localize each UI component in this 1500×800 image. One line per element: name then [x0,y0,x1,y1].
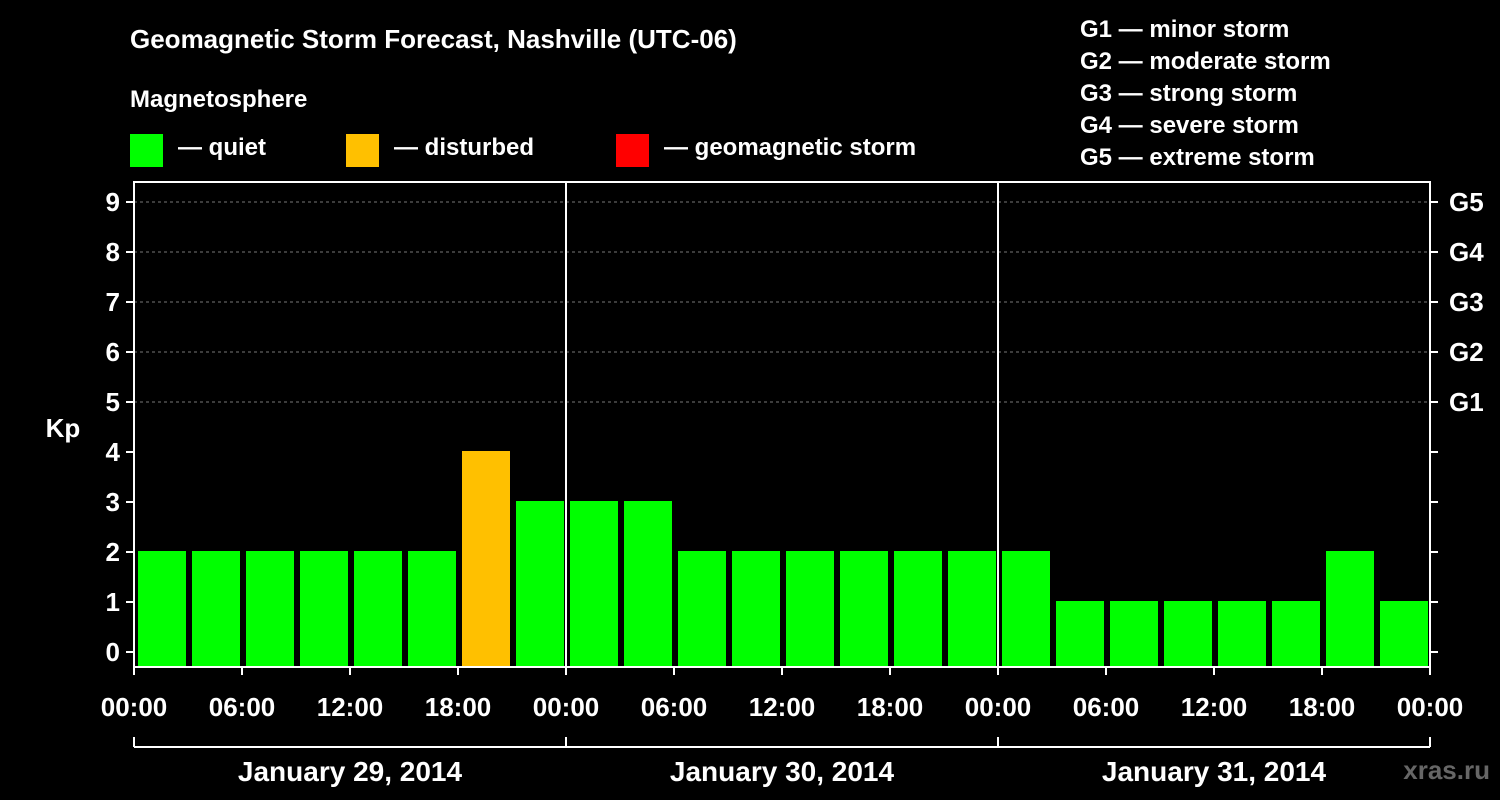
chart-title: Geomagnetic Storm Forecast, Nashville (U… [130,24,737,54]
kp-bar-16 [1002,551,1050,667]
g-legend-g1: G1 — minor storm [1080,16,1290,43]
g-axis-label-g1: G1 [1449,387,1484,417]
x-tick-label-4: 00:00 [533,692,600,722]
y-tick-label-1: 1 [106,587,120,617]
x-tick-label-12: 00:00 [1397,692,1464,722]
kp-bar-8 [570,501,618,667]
g-axis-label-g2: G2 [1449,337,1484,367]
kp-bar-13 [840,551,888,667]
kp-bar-15 [948,551,996,667]
kp-bar-5 [408,551,456,667]
day-label-0: January 29, 2014 [238,756,463,787]
kp-bar-11 [732,551,780,667]
y-tick-label-3: 3 [106,487,120,517]
y-tick-label-0: 0 [106,637,120,667]
g-legend-g4: G4 — severe storm [1080,112,1299,139]
kp-bar-0 [138,551,186,667]
x-tick-label-10: 12:00 [1181,692,1248,722]
kp-bar-3 [300,551,348,667]
g-axis-label-g5: G5 [1449,187,1484,217]
x-tick-label-7: 18:00 [857,692,924,722]
y-axis-label: Kp [46,413,81,443]
legend-swatch-storm [616,134,649,167]
day-label-2: January 31, 2014 [1102,756,1327,787]
y-tick-label-4: 4 [106,437,121,467]
x-tick-label-8: 00:00 [965,692,1032,722]
g-axis-label-g4: G4 [1449,237,1484,267]
y-tick-label-7: 7 [106,287,120,317]
y-tick-label-8: 8 [106,237,120,267]
kp-bar-2 [246,551,294,667]
credit-label: xras.ru [1403,755,1490,785]
kp-bar-12 [786,551,834,667]
x-tick-label-0: 00:00 [101,692,168,722]
x-tick-label-1: 06:00 [209,692,276,722]
x-tick-label-9: 06:00 [1073,692,1140,722]
kp-bar-4 [354,551,402,667]
kp-bar-18 [1110,601,1158,667]
kp-bar-22 [1326,551,1374,667]
legend-label-quiet: — quiet [178,134,266,161]
x-tick-label-5: 06:00 [641,692,708,722]
kp-bar-23 [1380,601,1428,667]
legend-swatch-disturbed [346,134,379,167]
y-tick-label-9: 9 [106,187,120,217]
kp-bar-7 [516,501,564,667]
g-axis-label-g3: G3 [1449,287,1484,317]
x-tick-label-11: 18:00 [1289,692,1356,722]
x-tick-label-3: 18:00 [425,692,492,722]
kp-bar-9 [624,501,672,667]
kp-bar-6 [462,451,510,667]
day-label-1: January 30, 2014 [670,756,895,787]
x-tick-label-6: 12:00 [749,692,816,722]
kp-bar-10 [678,551,726,667]
x-tick-label-2: 12:00 [317,692,384,722]
legend-title: Magnetosphere [130,86,308,113]
legend-label-disturbed: — disturbed [394,134,535,161]
g-legend-g3: G3 — strong storm [1080,80,1298,107]
y-tick-label-2: 2 [106,537,120,567]
legend-swatch-quiet [130,134,163,167]
legend-label-storm: — geomagnetic storm [664,134,917,161]
kp-bar-17 [1056,601,1104,667]
kp-bar-20 [1218,601,1266,667]
y-tick-label-6: 6 [106,337,120,367]
y-tick-label-5: 5 [106,387,120,417]
kp-bar-19 [1164,601,1212,667]
kp-bar-1 [192,551,240,667]
kp-bar-21 [1272,601,1320,667]
g-legend-g2: G2 — moderate storm [1080,48,1331,75]
kp-bar-14 [894,551,942,667]
g-legend-g5: G5 — extreme storm [1080,144,1315,171]
